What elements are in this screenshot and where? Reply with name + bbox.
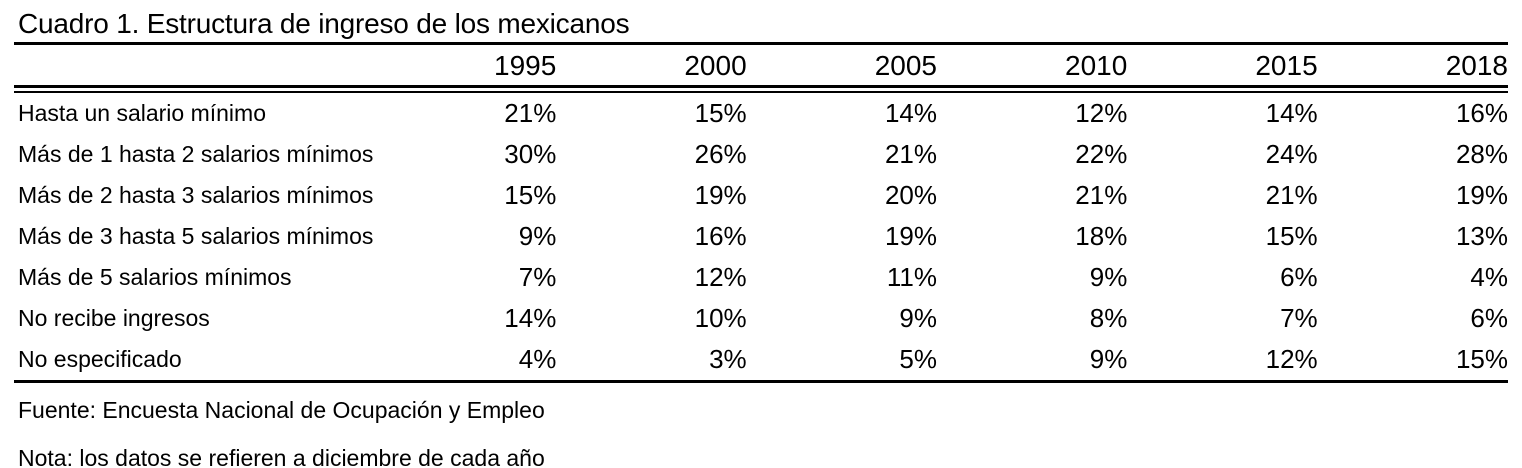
value-cell: 7% <box>1280 303 1318 333</box>
table-row: Más de 5 salarios mínimos 7% 12% 11% 9% … <box>14 257 1508 298</box>
year-header-2005: 2005 <box>874 50 937 81</box>
table-bottom-rule <box>14 380 1508 383</box>
value-cell: 9% <box>518 221 557 251</box>
value-cell: 16% <box>694 221 747 251</box>
year-header-1995: 1995 <box>494 50 557 81</box>
value-cell: 6% <box>1470 303 1508 333</box>
value-cell: 15% <box>1265 221 1318 251</box>
value-cell: 14% <box>1265 98 1318 128</box>
value-cell: 24% <box>1265 139 1318 169</box>
value-cell: 13% <box>1455 221 1508 251</box>
table-row: Más de 3 hasta 5 salarios mínimos 9% 16%… <box>14 216 1508 257</box>
year-header-2018: 2018 <box>1445 50 1508 81</box>
value-cell: 15% <box>694 98 747 128</box>
value-cell: 15% <box>504 180 557 210</box>
table-row: No especificado 4% 3% 5% 9% 12% 15% <box>14 339 1508 380</box>
value-cell: 21% <box>1265 180 1318 210</box>
value-cell: 19% <box>694 180 747 210</box>
row-label: No recibe ingresos <box>18 305 210 331</box>
value-cell: 12% <box>694 262 747 292</box>
value-cell: 7% <box>518 262 557 292</box>
row-label: Más de 1 hasta 2 salarios mínimos <box>18 141 374 167</box>
value-cell: 16% <box>1455 98 1508 128</box>
value-cell: 10% <box>694 303 747 333</box>
year-header-2000: 2000 <box>684 50 747 81</box>
value-cell: 14% <box>884 98 937 128</box>
value-cell: 9% <box>899 303 937 333</box>
table-header-row: 1995 2000 2005 2010 2015 2018 <box>14 45 1508 85</box>
year-header-2015: 2015 <box>1255 50 1318 81</box>
table-row: Más de 2 hasta 3 salarios mínimos 15% 19… <box>14 175 1508 216</box>
value-cell: 20% <box>884 180 937 210</box>
value-cell: 28% <box>1455 139 1508 169</box>
value-cell: 11% <box>886 262 937 292</box>
source-note: Fuente: Encuesta Nacional de Ocupación y… <box>18 397 545 423</box>
value-cell: 18% <box>1075 221 1128 251</box>
value-cell: 30% <box>504 139 557 169</box>
value-cell: 3% <box>709 344 747 374</box>
title-rule <box>14 42 1508 45</box>
value-cell: 14% <box>504 303 557 333</box>
value-cell: 21% <box>884 139 937 169</box>
value-cell: 6% <box>1280 262 1318 292</box>
value-cell: 5% <box>899 344 937 374</box>
value-cell: 21% <box>504 98 557 128</box>
value-cell: 21% <box>1075 180 1128 210</box>
value-cell: 15% <box>1455 344 1508 374</box>
value-cell: 4% <box>518 344 557 374</box>
value-cell: 19% <box>1455 180 1508 210</box>
row-label: No especificado <box>18 346 182 372</box>
table-row: No recibe ingresos 14% 10% 9% 8% 7% 6% <box>14 298 1508 339</box>
value-cell: 4% <box>1470 262 1508 292</box>
header-double-rule <box>14 85 1508 93</box>
table-title: Cuadro 1. Estructura de ingreso de los m… <box>18 8 630 39</box>
value-cell: 8% <box>1089 303 1128 333</box>
table-row: Hasta un salario mínimo 21% 15% 14% 12% … <box>14 93 1508 134</box>
row-label: Hasta un salario mínimo <box>18 100 266 126</box>
value-cell: 9% <box>1089 262 1128 292</box>
data-note: Nota: los datos se refieren a diciembre … <box>18 445 545 468</box>
year-header-2010: 2010 <box>1065 50 1128 81</box>
row-label: Más de 5 salarios mínimos <box>18 264 292 290</box>
value-cell: 9% <box>1089 344 1128 374</box>
value-cell: 19% <box>884 221 937 251</box>
row-label: Más de 2 hasta 3 salarios mínimos <box>18 182 374 208</box>
value-cell: 12% <box>1075 98 1128 128</box>
value-cell: 12% <box>1265 344 1318 374</box>
value-cell: 26% <box>694 139 747 169</box>
table-row: Más de 1 hasta 2 salarios mínimos 30% 26… <box>14 134 1508 175</box>
row-label: Más de 3 hasta 5 salarios mínimos <box>18 223 374 249</box>
value-cell: 22% <box>1075 139 1128 169</box>
